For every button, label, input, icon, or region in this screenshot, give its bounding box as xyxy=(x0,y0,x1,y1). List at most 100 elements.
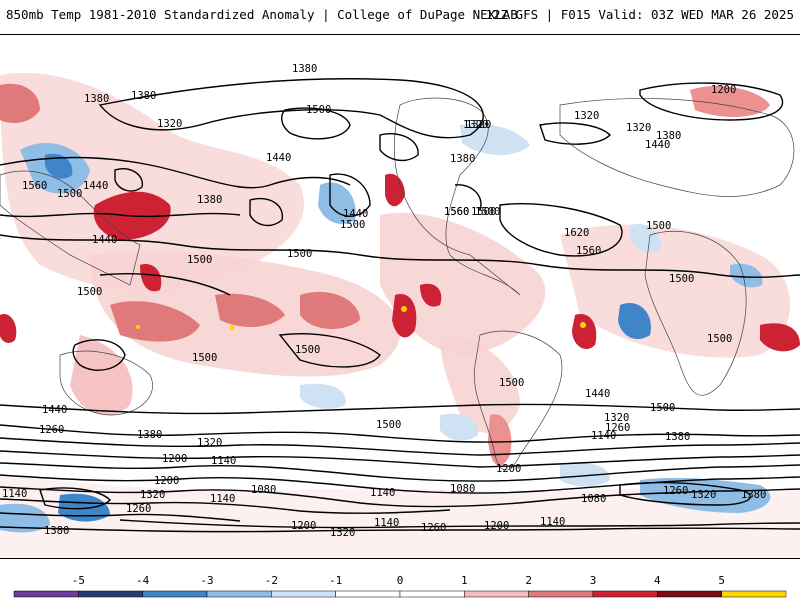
legend-swatch xyxy=(721,590,787,598)
contour-label: 1320 xyxy=(626,122,651,134)
legend-swatch xyxy=(399,590,465,598)
contour-label: 1440 xyxy=(585,388,610,400)
anomaly-map[interactable]: 1380 1380 1380 1320 1500 1320 1440 1560 … xyxy=(0,34,800,559)
legend-swatch xyxy=(78,590,143,598)
legend-tick-label: -1 xyxy=(329,574,342,587)
contour-label: 1320 xyxy=(466,119,491,131)
contour-label: 1380 xyxy=(84,93,109,105)
contour-label: 1500 xyxy=(669,273,694,285)
contour-label: 1080 xyxy=(251,484,276,496)
contour-label: 1620 xyxy=(564,227,589,239)
contour-label: 1320 xyxy=(574,110,599,122)
contour-label: 1140 xyxy=(374,517,399,529)
contour-label: 1440 xyxy=(645,139,670,151)
contour-label: 1560 xyxy=(576,245,601,257)
legend-swatch xyxy=(528,590,594,598)
contour-label: 1380 xyxy=(197,194,222,206)
contour-label: 1140 xyxy=(370,487,395,499)
contour-label: 1140 xyxy=(211,455,236,467)
contour-label: 1500 xyxy=(340,219,365,231)
map-title: 850mb Temp 1981-2010 Standardized Anomal… xyxy=(6,7,518,22)
contour-label: 1440 xyxy=(42,404,67,416)
contour-label: 1500 xyxy=(376,419,401,431)
legend-tick-label: -3 xyxy=(200,574,213,587)
legend-tick-label: 3 xyxy=(590,574,597,587)
legend-tick-label: 4 xyxy=(654,574,661,587)
contour-label: 1200 xyxy=(154,475,179,487)
contour-label: 1320 xyxy=(604,412,629,424)
legend-swatch xyxy=(592,590,658,598)
contour-label: 1380 xyxy=(44,525,69,537)
contour-label: 1500 xyxy=(187,254,212,266)
legend-swatch xyxy=(142,590,208,598)
contour-label: 1140 xyxy=(210,493,235,505)
contour-label: 1260 xyxy=(421,522,446,534)
contour-label: 1260 xyxy=(126,503,151,515)
height-contours xyxy=(0,78,800,533)
contour-label: 1500 xyxy=(306,104,331,116)
contour-label: 1500 xyxy=(77,286,102,298)
contour-label: 1380 xyxy=(741,489,766,501)
contour-label: 1260 xyxy=(605,422,630,434)
contour-label: 1140 xyxy=(540,516,565,528)
contour-label: 1500 xyxy=(499,377,524,389)
legend-tick-label: -5 xyxy=(72,574,85,587)
legend-swatch xyxy=(206,590,272,598)
legend-tick-label: -2 xyxy=(265,574,278,587)
contour-label: 1500 xyxy=(650,402,675,414)
header: 850mb Temp 1981-2010 Standardized Anomal… xyxy=(0,0,800,34)
legend-swatch xyxy=(271,590,336,598)
coastlines xyxy=(0,97,795,471)
contour-label: 1560 xyxy=(444,206,469,218)
contour-label: 1200 xyxy=(711,84,736,96)
contour-label: 1500 xyxy=(295,344,320,356)
contour-label: 1320 xyxy=(691,489,716,501)
contour-label: 1380 xyxy=(131,90,156,102)
legend-tick-label: 1 xyxy=(461,574,468,587)
legend-swatch xyxy=(13,590,79,598)
legend-tick-label: 5 xyxy=(718,574,725,587)
map-canvas: 1380 1380 1380 1320 1500 1320 1440 1560 … xyxy=(0,35,800,558)
legend-swatch xyxy=(335,590,401,598)
contour-label: 1380 xyxy=(137,429,162,441)
contour-label: 1440 xyxy=(92,234,117,246)
anomaly-shading xyxy=(0,73,800,558)
contour-label: 1320 xyxy=(463,119,488,131)
contour-labels: 1380 1380 1380 1320 1500 1320 1440 1560 … xyxy=(2,63,766,539)
contour-label: 1140 xyxy=(2,488,27,500)
model-run-info: 12Z GFS | F015 Valid: 03Z WED MAR 26 202… xyxy=(485,7,794,22)
contour-label: 1500 xyxy=(646,220,671,232)
contour-label: 1380 xyxy=(656,130,681,142)
legend-tick-label: 0 xyxy=(397,574,404,587)
contour-label: 1500 xyxy=(192,352,217,364)
contour-label: 1320 xyxy=(157,118,182,130)
color-legend: -5 -4 -3 -2 -1 0 1 2 3 4 5 xyxy=(0,560,800,600)
contour-label: 1320 xyxy=(197,437,222,449)
contour-label: 1560 xyxy=(444,206,469,218)
legend-swatches xyxy=(13,590,787,598)
contour-label: 1500 xyxy=(287,248,312,260)
contour-label: 1440 xyxy=(83,180,108,192)
contour-label: 1440 xyxy=(343,208,368,220)
contour-label: 1260 xyxy=(39,424,64,436)
legend-swatch xyxy=(464,590,529,598)
contour-label: 1500 xyxy=(471,206,496,218)
legend-swatch xyxy=(657,590,722,598)
contour-label: 1200 xyxy=(484,520,509,532)
contour-label: 1200 xyxy=(496,463,521,475)
contour-label: 1200 xyxy=(162,453,187,465)
contour-label: 1380 xyxy=(450,153,475,165)
contour-label: 1140 xyxy=(591,430,616,442)
contour-label: 1200 xyxy=(291,520,316,532)
legend-tick-label: 2 xyxy=(525,574,532,587)
contour-label: 1320 xyxy=(330,527,355,539)
contour-label: 1080 xyxy=(581,493,606,505)
contour-label: 1080 xyxy=(450,483,475,495)
legend-bar: -5 -4 -3 -2 -1 0 1 2 3 4 5 xyxy=(13,574,787,598)
contour-label: 1500 xyxy=(707,333,732,345)
contour-label: 1380 xyxy=(665,431,690,443)
legend-tick-label: -4 xyxy=(136,574,150,587)
contour-label: 1320 xyxy=(140,489,165,501)
legend-ticks: -5 -4 -3 -2 -1 0 1 2 3 4 5 xyxy=(72,574,725,587)
contour-label: 1380 xyxy=(292,63,317,75)
